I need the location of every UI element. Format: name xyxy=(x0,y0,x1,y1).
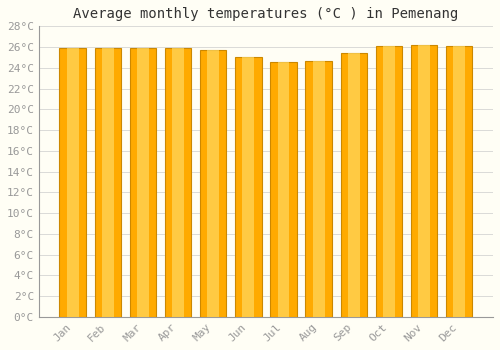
Bar xyxy=(383,46,395,317)
Bar xyxy=(306,61,332,317)
Bar xyxy=(94,48,121,317)
Bar xyxy=(137,48,149,317)
Bar xyxy=(130,48,156,317)
Bar xyxy=(66,48,78,317)
Bar xyxy=(411,45,438,317)
Bar xyxy=(165,48,191,317)
Bar xyxy=(454,46,465,317)
Bar xyxy=(446,46,472,317)
Bar xyxy=(60,48,86,317)
Bar xyxy=(312,61,324,317)
Bar xyxy=(242,57,254,317)
Bar xyxy=(208,50,219,317)
Bar xyxy=(200,50,226,317)
Bar xyxy=(348,53,360,317)
Bar xyxy=(102,48,114,317)
Bar xyxy=(340,53,367,317)
Bar xyxy=(270,62,296,317)
Bar xyxy=(278,62,289,317)
Title: Average monthly temperatures (°C ) in Pemenang: Average monthly temperatures (°C ) in Pe… xyxy=(74,7,458,21)
Bar xyxy=(172,48,184,317)
Bar xyxy=(235,57,262,317)
Bar xyxy=(418,45,430,317)
Bar xyxy=(376,46,402,317)
